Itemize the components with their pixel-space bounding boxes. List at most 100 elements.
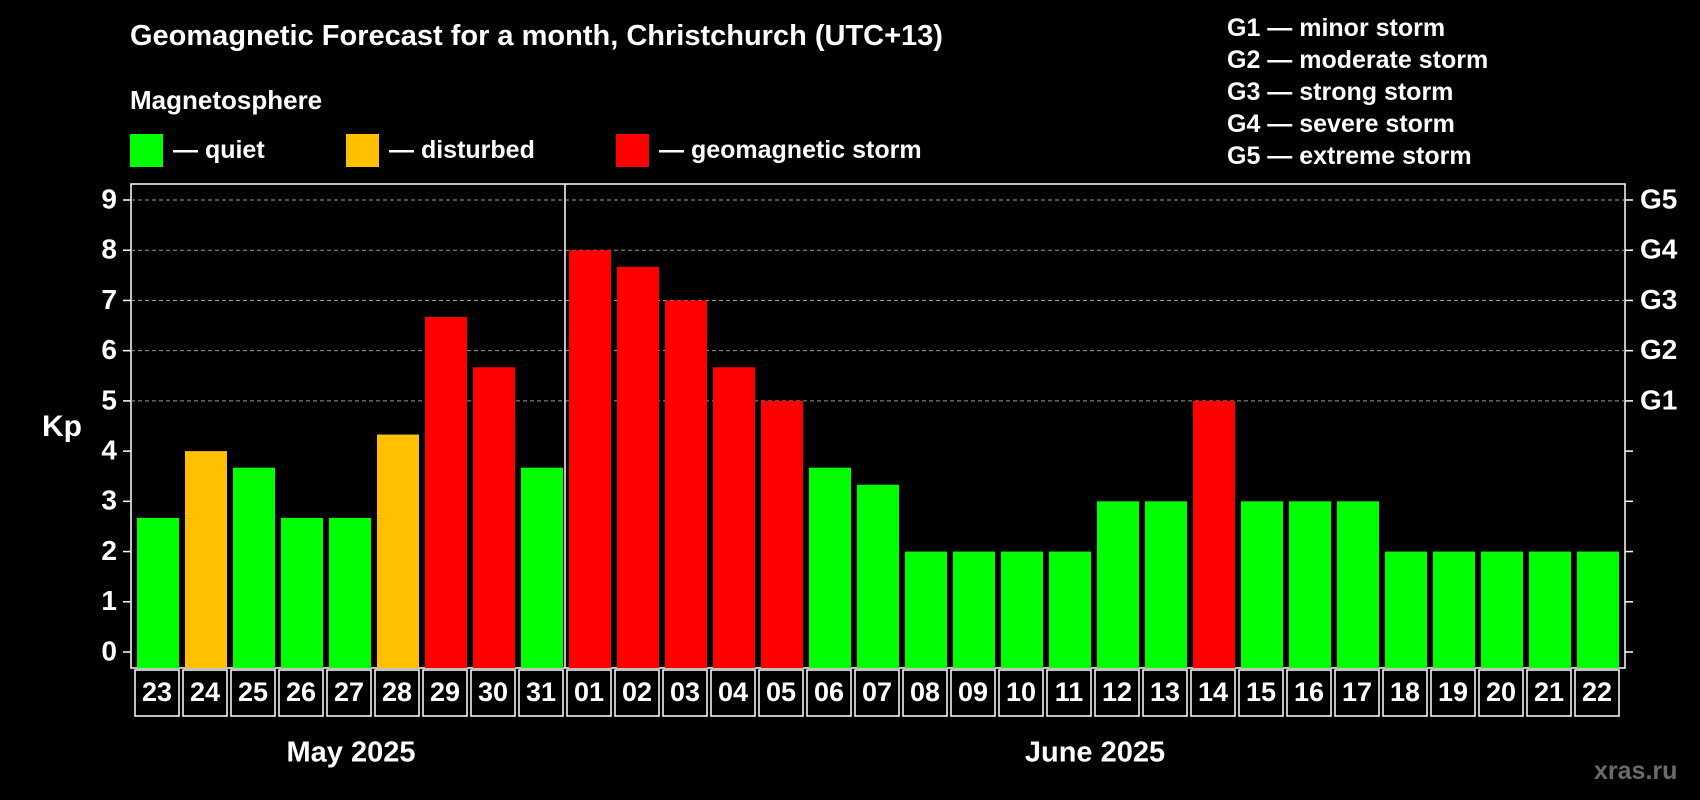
right-tick-label: G1 xyxy=(1640,384,1677,415)
date-cell xyxy=(374,669,420,717)
storm-scale-g2: G2 — moderate storm xyxy=(1227,46,1489,74)
bar xyxy=(1529,551,1571,668)
date-cell xyxy=(1430,669,1476,717)
bar xyxy=(1289,501,1331,668)
date-cell xyxy=(230,669,276,717)
date-cell xyxy=(1382,669,1428,717)
bar xyxy=(569,250,611,668)
month-label: May 2025 xyxy=(287,737,416,769)
x-tick-label: 30 xyxy=(478,677,508,707)
y-tick-label: 9 xyxy=(101,183,117,214)
y-tick-label: 8 xyxy=(101,234,117,265)
date-cell xyxy=(1478,669,1524,717)
bar xyxy=(1097,501,1139,668)
chart-subtitle: Magnetosphere xyxy=(130,85,323,115)
x-tick-label: 25 xyxy=(238,677,268,707)
date-cell xyxy=(998,669,1044,717)
x-tick-label: 07 xyxy=(862,677,892,707)
bar xyxy=(617,266,659,668)
bar xyxy=(521,467,563,668)
x-tick-label: 05 xyxy=(766,677,796,707)
date-cell xyxy=(1046,669,1092,717)
legend-swatch-disturbed xyxy=(346,134,379,167)
right-tick-label: G5 xyxy=(1640,183,1677,214)
y-tick-label: 4 xyxy=(101,435,117,466)
bar xyxy=(953,551,995,668)
x-tick-label: 21 xyxy=(1534,677,1564,707)
x-tick-label: 08 xyxy=(910,677,940,707)
x-tick-label: 10 xyxy=(1006,677,1036,707)
bar xyxy=(377,434,419,668)
x-tick-label: 19 xyxy=(1438,677,1468,707)
x-tick-label: 04 xyxy=(718,677,748,707)
bar xyxy=(809,467,851,668)
bar xyxy=(137,517,179,668)
x-tick-label: 27 xyxy=(334,677,364,707)
x-tick-label: 01 xyxy=(574,677,604,707)
date-cell xyxy=(710,669,756,717)
x-tick-label: 14 xyxy=(1198,677,1228,707)
bar xyxy=(1481,551,1523,668)
date-cell xyxy=(182,669,228,717)
right-tick-label: G3 xyxy=(1640,284,1677,315)
legend-label-storm: — geomagnetic storm xyxy=(659,136,922,164)
bar xyxy=(905,551,947,668)
date-cell xyxy=(902,669,948,717)
date-cell xyxy=(854,669,900,717)
bar xyxy=(1433,551,1475,668)
x-tick-label: 09 xyxy=(958,677,988,707)
date-cell xyxy=(1526,669,1572,717)
storm-scale-g3: G3 — strong storm xyxy=(1227,78,1454,106)
month-label: June 2025 xyxy=(1025,737,1165,769)
y-tick-label: 7 xyxy=(101,284,117,315)
x-tick-label: 26 xyxy=(286,677,316,707)
date-cell xyxy=(662,669,708,717)
bar xyxy=(857,484,899,668)
date-cell xyxy=(518,669,564,717)
bar xyxy=(425,317,467,668)
date-cell xyxy=(1238,669,1284,717)
bar xyxy=(1001,551,1043,668)
x-tick-label: 17 xyxy=(1342,677,1372,707)
x-tick-label: 03 xyxy=(670,677,700,707)
y-tick-label: 0 xyxy=(101,635,117,666)
bar xyxy=(665,300,707,668)
bar xyxy=(761,400,803,668)
storm-scale-legend: G1 — minor storm G2 — moderate storm G3 … xyxy=(1227,12,1488,172)
legend-swatch-quiet xyxy=(130,134,163,167)
y-tick-label: 1 xyxy=(101,585,117,616)
x-tick-label: 12 xyxy=(1102,677,1132,707)
x-tick-label: 16 xyxy=(1294,677,1324,707)
date-cell xyxy=(1190,669,1236,717)
bar xyxy=(185,451,227,668)
bar xyxy=(473,367,515,668)
date-cell xyxy=(950,669,996,717)
x-tick-label: 20 xyxy=(1486,677,1516,707)
x-tick-label: 24 xyxy=(190,677,220,707)
date-cell xyxy=(470,669,516,717)
bar xyxy=(281,517,323,668)
x-tick-label: 02 xyxy=(622,677,652,707)
date-cell xyxy=(278,669,324,717)
y-axis-label: Kp xyxy=(42,410,82,443)
legend-disturbed: — disturbed xyxy=(346,134,535,167)
watermark: xras.ru xyxy=(1594,757,1678,785)
x-tick-label: 15 xyxy=(1246,677,1276,707)
x-tick-label: 31 xyxy=(526,677,556,707)
bar xyxy=(233,467,275,668)
date-cell xyxy=(1094,669,1140,717)
legend-quiet: — quiet xyxy=(130,134,265,167)
date-cell xyxy=(758,669,804,717)
date-cell xyxy=(1286,669,1332,717)
x-tick-label: 13 xyxy=(1150,677,1180,707)
x-tick-label: 29 xyxy=(430,677,460,707)
x-tick-label: 06 xyxy=(814,677,844,707)
y-tick-label: 5 xyxy=(101,384,117,415)
x-tick-label: 23 xyxy=(142,677,172,707)
date-cell xyxy=(806,669,852,717)
date-cell xyxy=(422,669,468,717)
legend-label-disturbed: — disturbed xyxy=(389,136,535,164)
x-tick-label: 28 xyxy=(382,677,412,707)
right-tick-label: G4 xyxy=(1640,234,1678,265)
